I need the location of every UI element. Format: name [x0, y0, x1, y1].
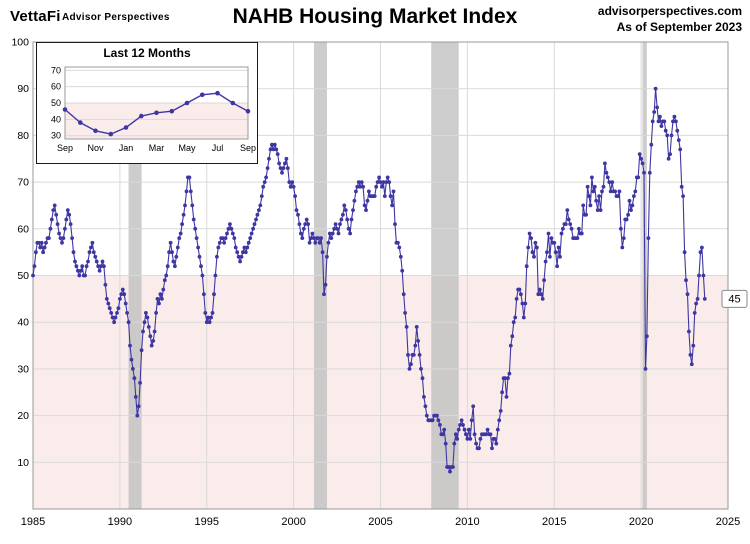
svg-text:2000: 2000 [281, 516, 305, 528]
svg-text:70: 70 [17, 177, 29, 189]
header: VettaFi Advisor Perspectives NAHB Housin… [0, 0, 750, 36]
svg-text:2010: 2010 [455, 516, 479, 528]
svg-text:Sep: Sep [57, 143, 73, 153]
svg-text:80: 80 [17, 130, 29, 142]
source-info: advisorperspectives.com As of September … [598, 4, 742, 35]
svg-text:2005: 2005 [368, 516, 392, 528]
svg-text:20: 20 [17, 410, 29, 422]
svg-text:100: 100 [11, 37, 29, 49]
svg-text:70: 70 [51, 65, 61, 75]
svg-text:2015: 2015 [542, 516, 566, 528]
svg-text:30: 30 [51, 131, 61, 141]
svg-text:Jul: Jul [212, 143, 224, 153]
advisor-perspectives-label: Advisor Perspectives [62, 12, 170, 23]
svg-text:60: 60 [17, 223, 29, 235]
vettafi-logo: VettaFi [10, 8, 61, 25]
svg-text:50: 50 [17, 270, 29, 282]
svg-text:Jan: Jan [119, 143, 134, 153]
svg-text:50: 50 [51, 98, 61, 108]
svg-text:May: May [178, 143, 196, 153]
svg-text:1995: 1995 [195, 516, 219, 528]
source-site: advisorperspectives.com [597, 4, 742, 18]
svg-text:Nov: Nov [87, 143, 104, 153]
inset-last-12-months: Last 12 Months 30 40 50 60 70 Sep Nov Jan Mar May… [36, 42, 258, 164]
inset-chart-canvas: 30 40 50 60 70 Sep Nov Jan Mar May Jul Sep [51, 65, 256, 153]
svg-text:40: 40 [17, 317, 29, 329]
svg-text:Sep: Sep [240, 143, 256, 153]
svg-text:45: 45 [728, 294, 740, 306]
svg-text:2025: 2025 [716, 516, 740, 528]
svg-text:1990: 1990 [108, 516, 132, 528]
svg-text:10: 10 [17, 457, 29, 469]
svg-text:30: 30 [17, 363, 29, 375]
svg-text:60: 60 [51, 82, 61, 92]
as-of-date: As of September 2023 [616, 19, 742, 34]
svg-text:Mar: Mar [149, 143, 165, 153]
svg-text:40: 40 [51, 114, 61, 124]
svg-text:90: 90 [17, 83, 29, 95]
chart-title: NAHB Housing Market Index [232, 5, 518, 28]
svg-text:1985: 1985 [21, 516, 45, 528]
svg-text:2020: 2020 [629, 516, 653, 528]
inset-title: Last 12 Months [103, 46, 191, 60]
main-chart-canvas: 10 20 30 40 50 60 70 80 90 100 1985 1990 1995 2000 200… [11, 37, 748, 528]
